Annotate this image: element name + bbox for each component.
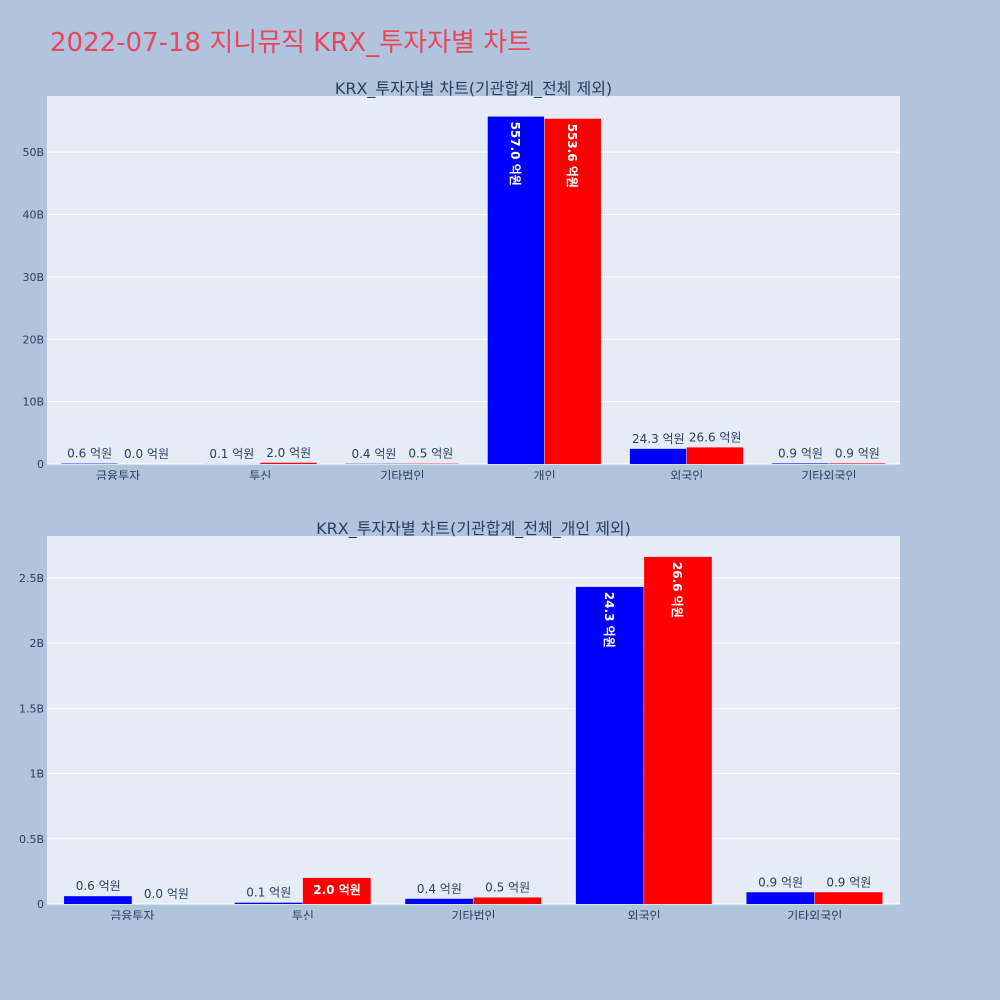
y-tick-label: 0.5B: [19, 833, 44, 846]
bar: [64, 896, 132, 904]
bar: [302, 877, 371, 904]
data-label: 0.4 억원: [351, 447, 396, 461]
bar: [828, 463, 886, 464]
y-tick-label: 30B: [22, 271, 44, 284]
data-label: 24.3 억원: [632, 432, 685, 446]
y-tick-label: 0: [37, 898, 44, 911]
data-label: 0.9 억원: [778, 446, 823, 460]
plot-area: [47, 536, 900, 904]
chart-subtitle: KRX_투자자별 차트(기관합계_전체 제외): [335, 79, 612, 99]
data-label: 2.0 억원: [266, 446, 311, 460]
bar: [575, 586, 644, 904]
data-label: 0.6 억원: [76, 879, 121, 893]
plot-area: [47, 96, 900, 464]
data-label: 26.6 억원: [689, 430, 742, 444]
bar: [260, 462, 317, 464]
bar: [772, 463, 829, 464]
data-label: 553.6 억원: [565, 124, 579, 188]
y-tick-label: 2B: [29, 637, 44, 650]
data-label: 0.6 억원: [67, 447, 112, 461]
chart-investor-all: 0 10B 20B 30B 40B 50B KRX_투자자별 차트(기관합계_전체 제외) 금…: [22, 79, 900, 480]
bar: [814, 892, 883, 904]
data-label: 26.6 억원: [670, 562, 684, 618]
data-label: 0.1 억원: [209, 447, 254, 461]
x-tick-label: 금융투자: [96, 469, 140, 480]
bar: [629, 448, 687, 464]
data-label: 0.4 억원: [417, 882, 462, 896]
bar: [473, 897, 542, 904]
x-tick-label: 외국인: [628, 909, 661, 920]
x-tick-label: 외국인: [670, 469, 703, 480]
data-label: 0.9 억원: [826, 875, 871, 889]
data-label: 0.0 억원: [124, 447, 169, 461]
y-tick-label: 1.5B: [19, 702, 44, 715]
data-label: 0.9 억원: [758, 875, 803, 889]
y-tick-label: 1B: [29, 768, 44, 781]
bar: [405, 898, 473, 904]
x-tick-label: 개인: [534, 469, 556, 480]
x-tick-label: 투신: [292, 909, 314, 920]
x-tick-label: 기타외국인: [801, 469, 856, 480]
y-tick-label: 40B: [22, 209, 44, 222]
bar: [544, 118, 601, 464]
data-label: 0.5 억원: [485, 880, 530, 894]
data-label: 0.0 억원: [144, 887, 189, 901]
bar: [644, 556, 712, 904]
bar: [746, 892, 815, 904]
y-tick-label: 10B: [22, 396, 44, 409]
data-label: 557.0 억원: [508, 122, 522, 186]
data-label: 24.3 억원: [602, 592, 616, 648]
bar: [686, 447, 744, 464]
data-label: 0.9 억원: [835, 446, 880, 460]
x-tick-label: 금융투자: [110, 909, 154, 920]
x-tick-label: 투신: [249, 469, 271, 480]
bar: [234, 902, 303, 904]
y-tick-label: 2.5B: [19, 572, 44, 585]
x-tick-label: 기타법인: [380, 469, 424, 480]
chart-investor-excl-individual: 0 0.5B 1B 1.5B 2B 2.5B KRX_투자자별 차트(기관합계_전체_개인 …: [19, 519, 900, 920]
page-title: 2022-07-18 지니뮤직 KRX_투자자별 차트: [50, 28, 532, 58]
data-label: 0.1 억원: [246, 886, 291, 900]
bar: [487, 116, 545, 464]
x-tick-label: 기타법인: [451, 909, 495, 920]
x-tick-label: 기타외국인: [787, 909, 842, 920]
y-tick-label: 50B: [22, 146, 44, 159]
y-tick-label: 20B: [22, 333, 44, 346]
y-tick-label: 0: [37, 458, 44, 471]
data-label: 0.5 억원: [408, 447, 453, 461]
data-label: 2.0 억원: [313, 883, 361, 897]
chart-subtitle: KRX_투자자별 차트(기관합계_전체_개인 제외): [316, 519, 631, 539]
